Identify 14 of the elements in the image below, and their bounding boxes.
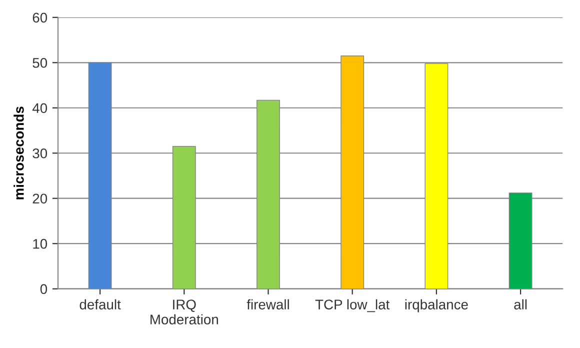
x-tick-label: TCP low_lat (315, 299, 390, 312)
x-tick-label: IRQ Moderation (150, 300, 218, 324)
y-tick-label: 30 (32, 148, 48, 158)
y-tick-label: 20 (32, 194, 48, 204)
x-tick-label: irqbalance (405, 299, 468, 312)
y-tick-label: 0 (40, 284, 48, 294)
y-tick-label: 60 (32, 12, 48, 23)
y-tick-label: 40 (32, 103, 48, 114)
y-axis-title: microseconds (14, 106, 24, 200)
y-tick-label: 10 (33, 238, 48, 249)
x-tick-label: default (80, 299, 121, 310)
y-tick-label: 50 (32, 58, 48, 68)
x-tick-label: all (514, 299, 527, 310)
x-tick-label: firewall (246, 299, 289, 310)
